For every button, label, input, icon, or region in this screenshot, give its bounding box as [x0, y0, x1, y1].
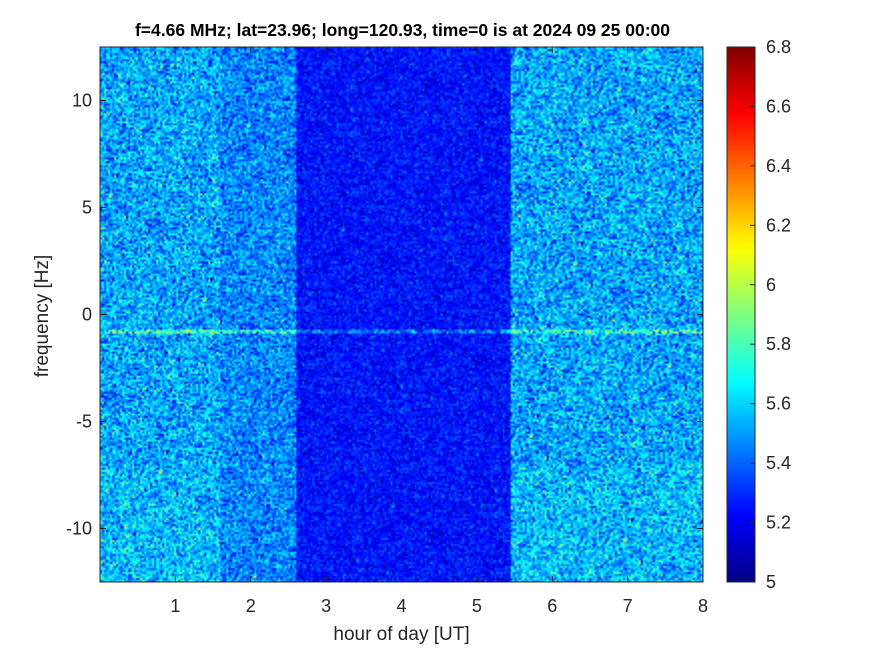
y-axis: -10 -5 0 5 10 [66, 91, 703, 539]
y-tick-label: 10 [72, 91, 92, 111]
x-tick-label: 3 [321, 596, 331, 616]
x-axis-label: hour of day [UT] [333, 624, 470, 645]
x-tick-label: 2 [246, 596, 256, 616]
y-tick-label: 0 [82, 305, 92, 325]
colorbar-gradient [727, 47, 755, 582]
x-tick-label: 7 [623, 596, 633, 616]
colorbar-tick-label: 5.4 [766, 453, 791, 473]
colorbar-tick-label: 5 [766, 572, 776, 592]
y-axis-label: frequency [Hz] [32, 254, 53, 378]
x-tick-label: 4 [396, 596, 406, 616]
plot-area [99, 46, 704, 583]
chart-title: f=4.66 MHz; lat=23.96; long=120.93, time… [134, 20, 671, 40]
colorbar-tick-label: 5.2 [766, 513, 791, 533]
colorbar-tick-label: 6.8 [766, 37, 791, 57]
colorbar-tick-label: 5.8 [766, 334, 791, 354]
x-axis: 1 2 3 4 5 6 7 8 [170, 47, 708, 616]
y-tick-label: 5 [82, 198, 92, 218]
y-tick-label: -5 [76, 412, 92, 432]
x-tick-label: 6 [547, 596, 557, 616]
y-tick-label: -10 [66, 519, 92, 539]
colorbar-tick-label: 5.6 [766, 394, 791, 414]
colorbar-frame [726, 46, 756, 583]
colorbar-tick-label: 6.2 [766, 215, 791, 235]
colorbar-tick-label: 6.6 [766, 96, 791, 116]
spectrogram-heatmap [100, 47, 703, 582]
x-tick-label: 8 [698, 596, 708, 616]
x-tick-label: 5 [472, 596, 482, 616]
x-tick-label: 1 [170, 596, 180, 616]
colorbar: 5 5.2 5.4 5.6 5.8 6 6.2 6.4 6.6 6.8 [726, 37, 791, 592]
colorbar-tick-label: 6.4 [766, 156, 791, 176]
colorbar-tick-label: 6 [766, 275, 776, 295]
